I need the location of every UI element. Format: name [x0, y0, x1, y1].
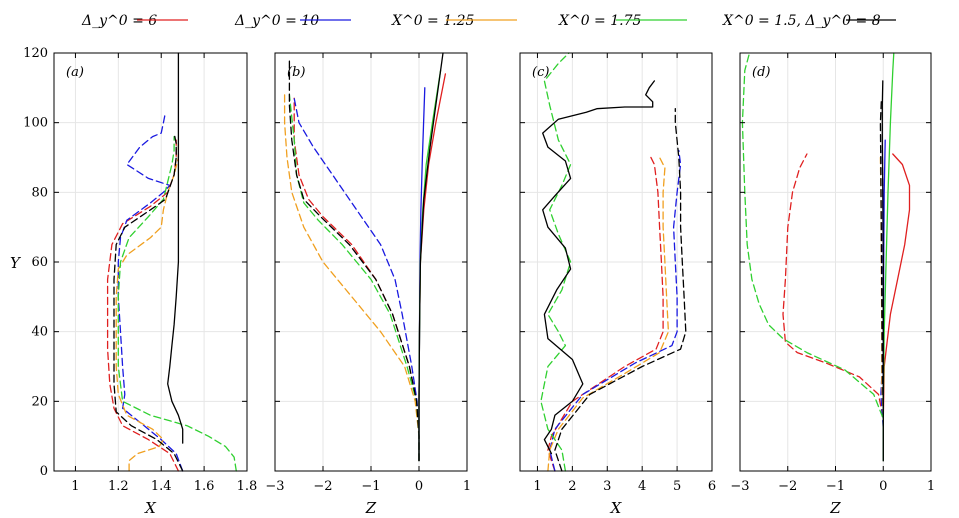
series-line-0-3 — [117, 135, 237, 472]
series-line-3-6 — [882, 52, 895, 462]
x-tick-label: −3 — [730, 479, 749, 494]
y-axis-label: Y — [10, 254, 22, 272]
x-tick-label: 1.4 — [151, 479, 172, 494]
panel-label: (a) — [66, 65, 84, 80]
x-tick-label: −3 — [265, 479, 284, 494]
series-line-0-5 — [167, 52, 184, 444]
x-tick-label: 6 — [708, 479, 716, 494]
series-line-1-4 — [283, 94, 420, 462]
x-axis-label: X — [610, 499, 623, 517]
legend-label-4: X^0 = 1.5, Δ_y^0 = 8 — [722, 13, 881, 29]
series-line-3-5 — [741, 52, 884, 462]
legend-label-3: X^0 = 1.75 — [558, 13, 642, 29]
x-tick-label: 0 — [879, 479, 887, 494]
legend-label-0: Δ_y^0 = 6 — [81, 13, 157, 29]
series-line-2-0 — [547, 153, 664, 472]
series-line-1-7 — [288, 59, 420, 462]
x-tick-label: 3 — [603, 479, 611, 494]
legend: Δ_y^0 = 6 Δ_y^0 = 10 X^0 = 1.25 X^0 = 1.75 X… — [81, 13, 896, 29]
y-tick-label: 120 — [23, 46, 48, 61]
y-tick-label: 80 — [31, 185, 48, 200]
panel-2: 1 2 3 4 5 6 (c) X — [519, 52, 716, 517]
x-axis-label: Z — [829, 499, 841, 517]
series-line-1-8 — [418, 52, 444, 462]
panel-0: 1 1.2 1.4 1.6 1.8 0 20 40 60 80 100 120 (a) X — [23, 46, 257, 517]
legend-label-1: Δ_y^0 = 10 — [234, 13, 319, 29]
panel-label: (c) — [532, 65, 549, 80]
x-tick-label: 4 — [638, 479, 646, 494]
series-line-1-6 — [418, 69, 442, 462]
x-tick-label: 1.6 — [194, 479, 215, 494]
x-tick-label: 1.2 — [108, 479, 129, 494]
x-tick-label: 0 — [415, 479, 423, 494]
x-tick-label: 1 — [533, 479, 541, 494]
series-line-1-5 — [288, 94, 420, 462]
y-tick-label: 40 — [31, 325, 48, 340]
x-tick-label: −2 — [778, 479, 797, 494]
x-tick-label: 1 — [71, 479, 79, 494]
series-line-0-2 — [115, 142, 180, 472]
x-tick-label: 1 — [463, 479, 471, 494]
series-line-2-2 — [547, 156, 670, 472]
x-tick-label: 2 — [568, 479, 576, 494]
series-line-2-1 — [549, 149, 682, 472]
series-line-2-4 — [554, 108, 687, 472]
panel-label: (d) — [752, 65, 770, 80]
series-line-3-0 — [782, 153, 884, 462]
panel-label: (b) — [287, 65, 305, 80]
x-tick-label: 5 — [673, 479, 681, 494]
x-tick-label: −1 — [826, 479, 845, 494]
y-tick-label: 100 — [23, 116, 48, 131]
y-tick-label: 60 — [31, 255, 48, 270]
x-tick-label: −2 — [313, 479, 332, 494]
series-line-2-5 — [542, 80, 656, 455]
panel-3: −3 −2 −1 0 1 (d) Z — [730, 52, 935, 517]
x-tick-label: −1 — [361, 479, 380, 494]
panel-1: −3 −2 −1 0 1 (b) Z — [265, 52, 471, 517]
series-line-3-8 — [881, 80, 884, 462]
y-tick-label: 20 — [31, 394, 48, 409]
series-line-0-1 — [117, 111, 184, 472]
x-axis-label: Z — [365, 499, 377, 517]
x-axis-label: X — [144, 499, 157, 517]
series-line-2-3 — [540, 52, 572, 472]
y-tick-label: 0 — [40, 464, 48, 479]
x-tick-label: 1.8 — [237, 479, 258, 494]
x-tick-label: 1 — [927, 479, 935, 494]
series-line-1-0 — [293, 97, 420, 462]
legend-label-2: X^0 = 1.25 — [391, 13, 475, 29]
series-line-1-2 — [293, 97, 420, 462]
series-line-0-4 — [113, 132, 184, 472]
